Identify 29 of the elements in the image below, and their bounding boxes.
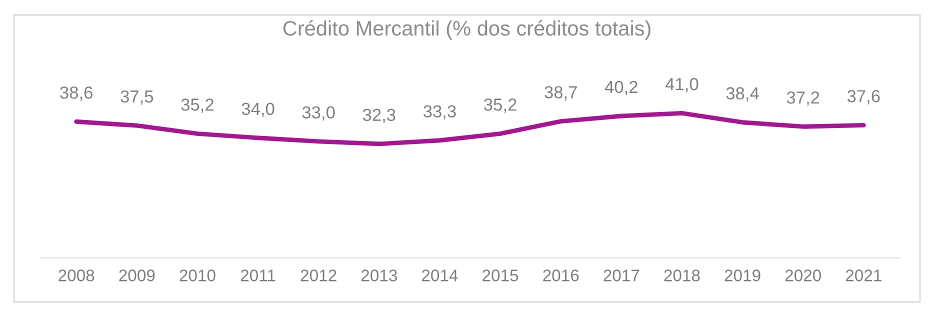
x-tick-label: 2019 xyxy=(724,270,760,282)
x-tick-label: 2017 xyxy=(604,270,640,282)
data-label: 33,0 xyxy=(302,106,335,121)
data-label: 41,0 xyxy=(665,78,698,92)
data-label: 38,4 xyxy=(726,87,759,102)
data-label: 35,2 xyxy=(484,98,516,113)
data-label: 37,5 xyxy=(120,90,154,105)
x-tick-label: 2013 xyxy=(361,270,397,282)
data-label: 35,2 xyxy=(181,98,214,113)
x-tick-label: 2020 xyxy=(785,270,821,282)
data-label: 38,7 xyxy=(544,86,577,100)
x-tick-label: 2010 xyxy=(180,270,216,282)
x-tick-label: 2011 xyxy=(240,270,276,282)
data-label: 32,3 xyxy=(362,108,396,124)
data-label: 33,3 xyxy=(423,105,456,120)
x-tick-label: 2021 xyxy=(846,270,882,282)
x-tick-label: 2016 xyxy=(543,270,579,282)
data-label: 34,0 xyxy=(242,102,274,118)
data-label: 38,6 xyxy=(60,86,92,101)
x-tick-label: 2014 xyxy=(422,270,458,282)
x-tick-label: 2009 xyxy=(119,270,155,282)
x-tick-label: 2015 xyxy=(482,270,518,282)
chart-title: Crédito Mercantil (% dos créditos totais) xyxy=(283,20,650,40)
data-label: 37,2 xyxy=(786,91,820,106)
x-tick-label: 2018 xyxy=(664,270,700,282)
data-label: 40,2 xyxy=(604,80,638,96)
x-tick-label: 2012 xyxy=(300,270,336,282)
data-label: 37,6 xyxy=(847,90,880,104)
x-tick-label: 2008 xyxy=(58,270,94,282)
